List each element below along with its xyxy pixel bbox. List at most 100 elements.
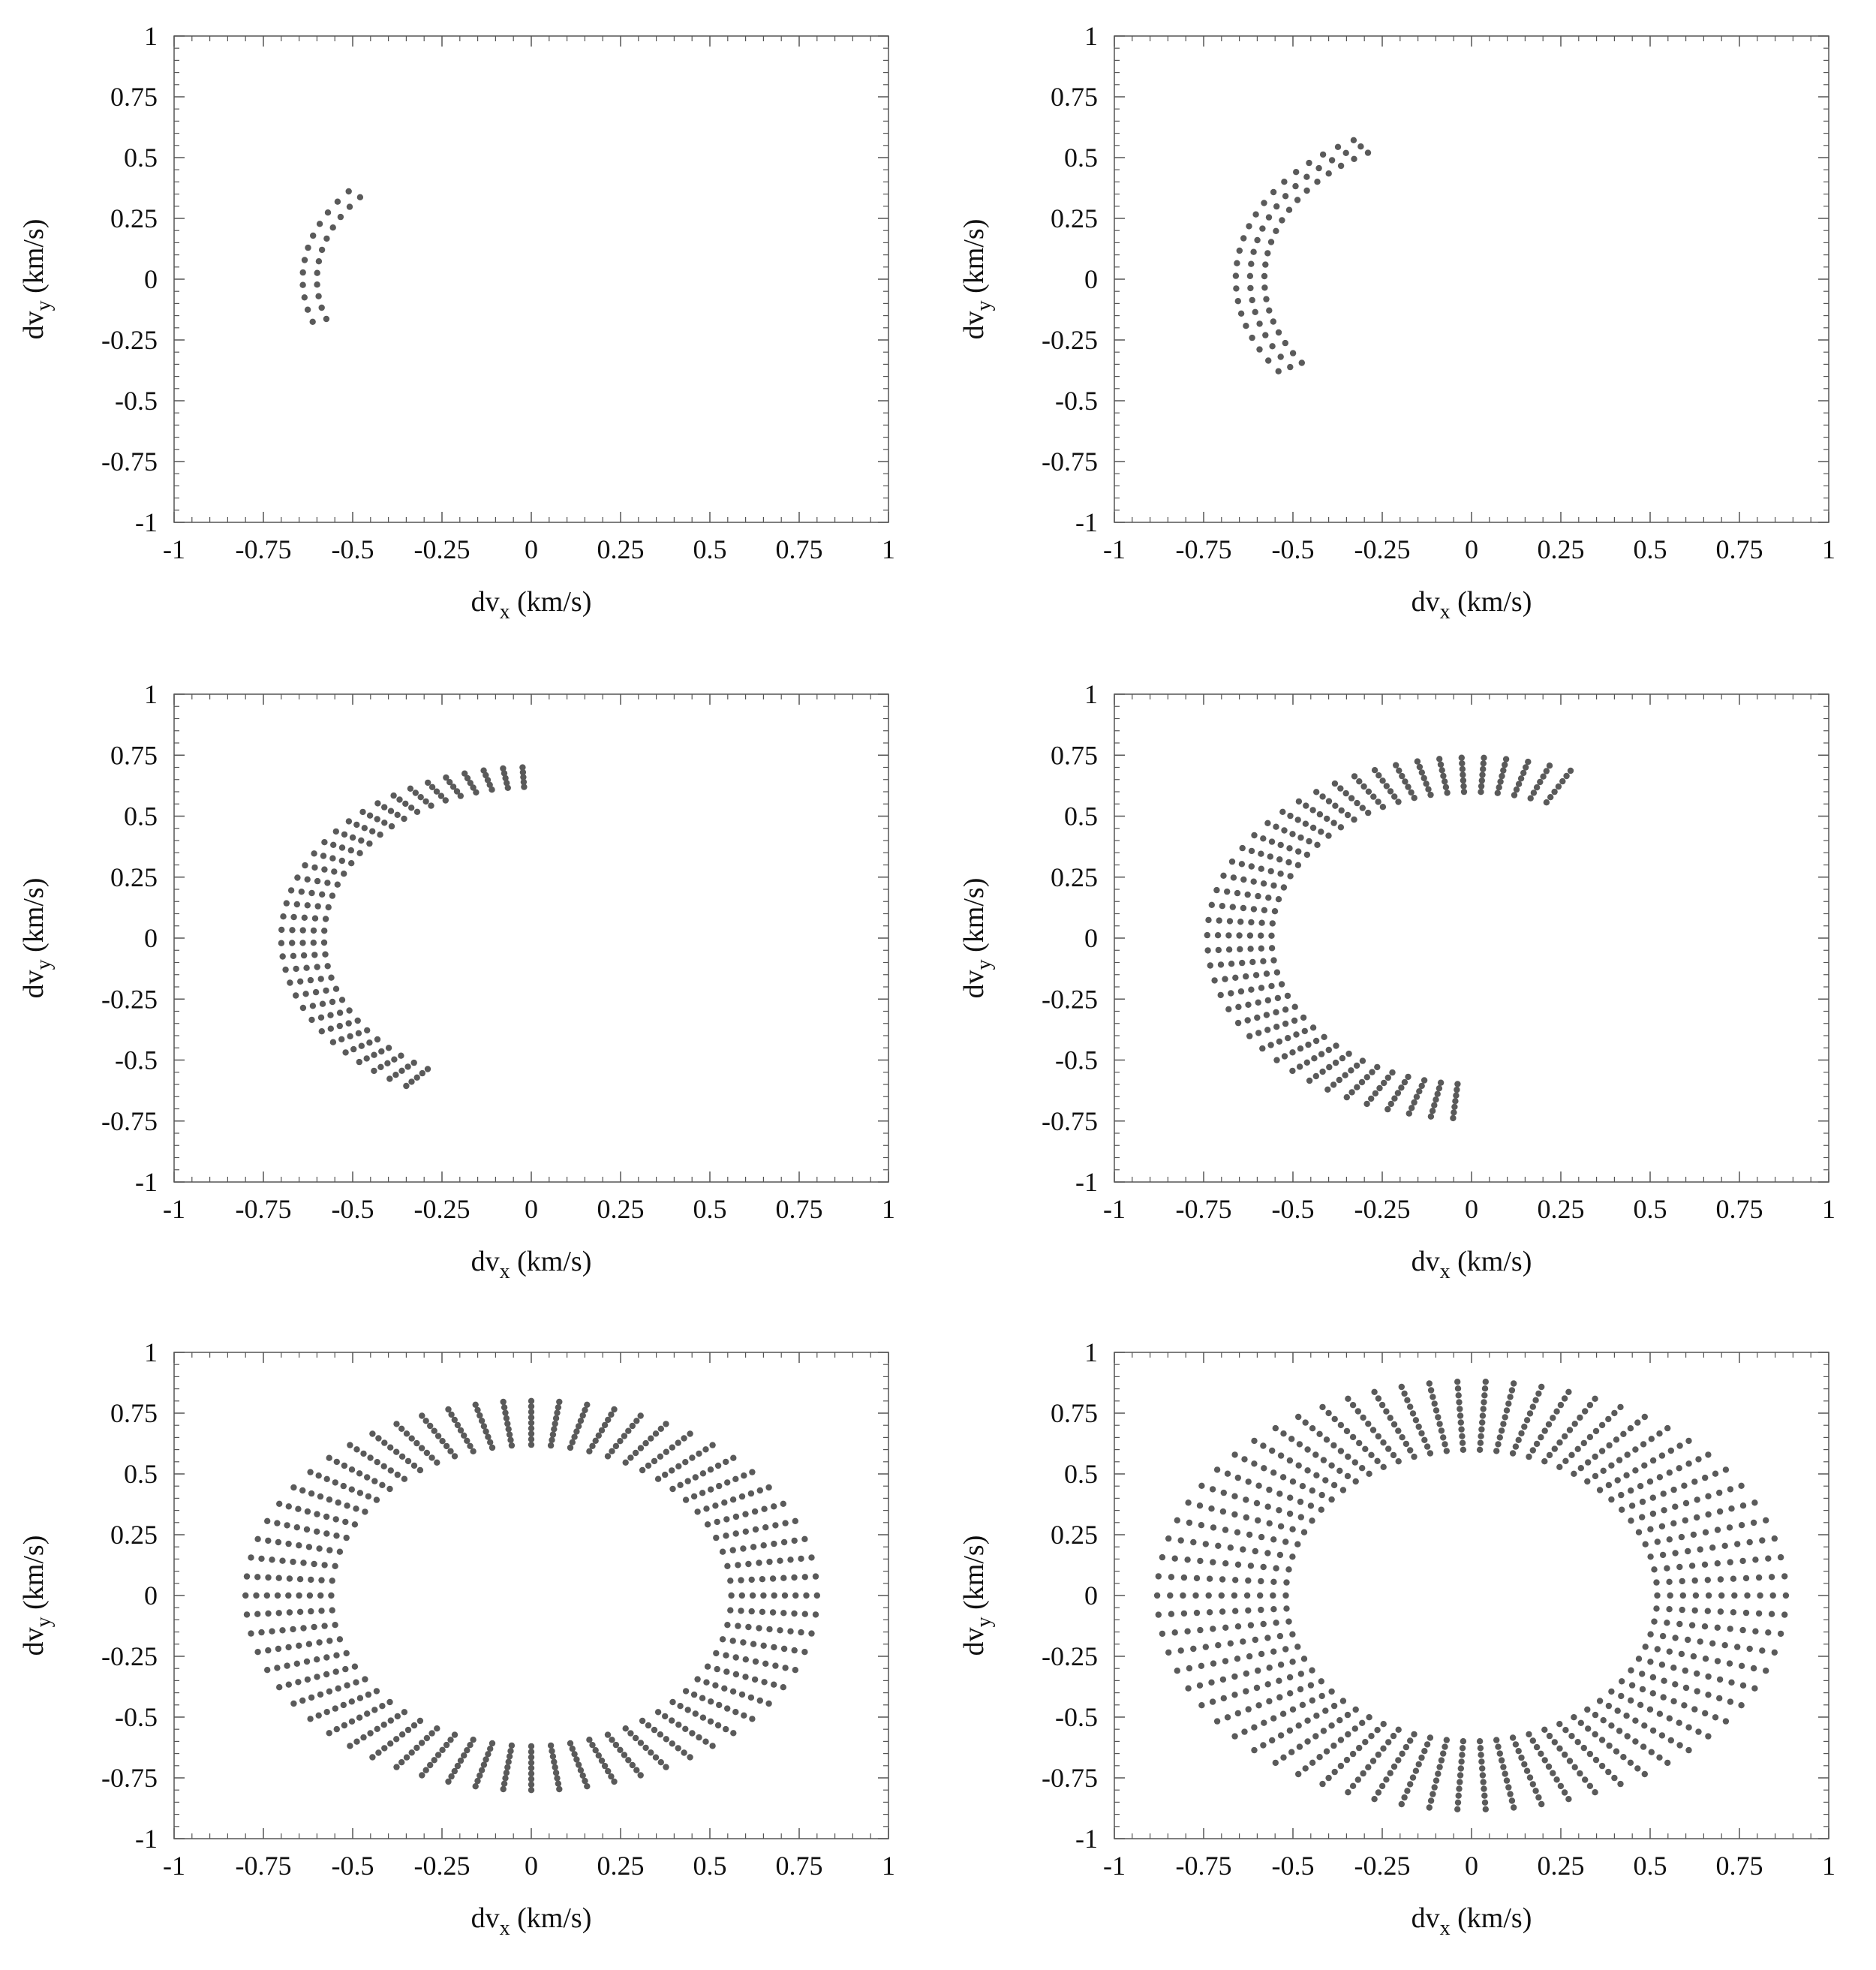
- data-point: [487, 1746, 494, 1752]
- data-point: [322, 916, 329, 922]
- data-point: [317, 1691, 324, 1698]
- data-point: [1460, 1446, 1467, 1454]
- data-point: [290, 1558, 296, 1565]
- data-point: [393, 1448, 400, 1455]
- data-point: [1328, 1496, 1335, 1503]
- data-point: [1228, 858, 1236, 865]
- data-point: [1592, 1427, 1600, 1435]
- data-point: [1316, 811, 1324, 818]
- data-point: [243, 1611, 251, 1618]
- data-point: [1600, 1717, 1607, 1724]
- data-point: [328, 1592, 335, 1599]
- data-point: [1268, 838, 1276, 845]
- data-point: [622, 1725, 629, 1732]
- data-point: [1250, 248, 1257, 255]
- data-point: [1289, 1631, 1296, 1638]
- data-point: [410, 1059, 417, 1066]
- data-point: [1360, 1770, 1366, 1777]
- data-point: [1384, 1074, 1392, 1081]
- data-point: [299, 281, 306, 288]
- data-point: [1174, 1668, 1181, 1674]
- data-point: [1577, 1719, 1584, 1726]
- data-point: [1323, 1748, 1330, 1755]
- data-point: [551, 1758, 558, 1765]
- data-point: [1533, 1743, 1541, 1751]
- data-point: [1309, 824, 1317, 832]
- data-point: [377, 832, 383, 838]
- data-point: [1434, 1090, 1441, 1097]
- data-point: [520, 778, 528, 786]
- data-point: [1210, 1524, 1217, 1531]
- data-point: [1562, 1433, 1568, 1440]
- x-tick-label: 0.5: [693, 534, 727, 564]
- data-point: [1649, 1727, 1657, 1734]
- data-point: [1580, 1439, 1587, 1447]
- y-tick-label: -0.75: [101, 1763, 158, 1793]
- data-point: [348, 1698, 355, 1705]
- data-point: [341, 871, 347, 877]
- data-point: [709, 1743, 716, 1749]
- data-point: [547, 1442, 555, 1449]
- data-point: [501, 770, 508, 777]
- y-tick-label: 0.75: [110, 1398, 158, 1428]
- data-point: [1389, 1069, 1396, 1076]
- data-point: [1230, 874, 1237, 881]
- data-point: [1705, 1733, 1712, 1740]
- data-point: [1661, 1507, 1667, 1514]
- data-point: [812, 1611, 819, 1618]
- data-point: [335, 1685, 341, 1692]
- data-point: [1325, 170, 1332, 177]
- data-point: [1577, 1465, 1584, 1472]
- data-point: [1458, 1426, 1465, 1433]
- data-point: [1270, 1536, 1277, 1543]
- data-point: [528, 1397, 535, 1405]
- data-point: [611, 1778, 618, 1785]
- data-point: [714, 1462, 722, 1469]
- data-point: [1659, 1632, 1667, 1640]
- data-point: [353, 1679, 359, 1686]
- data-point: [549, 1431, 557, 1438]
- data-point: [253, 1592, 260, 1599]
- data-point: [1289, 350, 1297, 356]
- data-point: [1480, 765, 1487, 773]
- data-point: [1337, 785, 1344, 792]
- data-point: [569, 1746, 576, 1752]
- data-point: [1619, 1506, 1625, 1513]
- data-point: [332, 1622, 338, 1629]
- data-point: [1249, 296, 1255, 304]
- data-point: [1268, 982, 1275, 990]
- data-point: [317, 976, 324, 982]
- data-point: [1266, 1486, 1273, 1493]
- data-point: [398, 1759, 405, 1766]
- data-point: [1600, 1467, 1607, 1475]
- data-point: [1550, 1415, 1556, 1421]
- data-point: [1659, 1551, 1667, 1559]
- data-point: [1289, 1049, 1296, 1056]
- data-point: [1685, 1746, 1692, 1754]
- data-point: [1318, 1692, 1325, 1700]
- data-point: [1535, 1390, 1542, 1397]
- data-point: [1765, 1629, 1772, 1636]
- data-point: [480, 1761, 488, 1768]
- x-tick-label: -0.75: [236, 534, 292, 564]
- data-point: [1705, 1493, 1712, 1499]
- data-point: [367, 1730, 374, 1737]
- data-point: [682, 1688, 690, 1695]
- data-point: [1546, 762, 1553, 769]
- data-point: [289, 940, 296, 946]
- data-point: [1193, 1609, 1201, 1617]
- data-point: [1546, 1732, 1553, 1740]
- data-point: [1738, 1482, 1745, 1490]
- data-point: [403, 1754, 410, 1761]
- data-point: [1479, 1412, 1487, 1419]
- data-point: [1628, 1502, 1636, 1509]
- data-point: [742, 1511, 749, 1517]
- data-point: [348, 1466, 356, 1473]
- data-point: [303, 964, 310, 971]
- data-point: [1649, 1674, 1657, 1681]
- data-point: [1716, 1695, 1723, 1702]
- data-point: [1331, 1415, 1338, 1423]
- data-point: [401, 1475, 408, 1482]
- data-point: [1277, 871, 1284, 877]
- data-point: [454, 1421, 461, 1429]
